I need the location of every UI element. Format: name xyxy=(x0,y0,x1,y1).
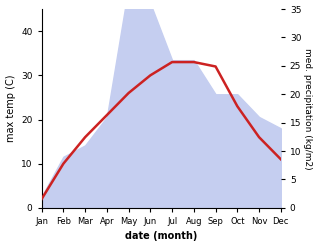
Y-axis label: med. precipitation (kg/m2): med. precipitation (kg/m2) xyxy=(303,48,313,169)
X-axis label: date (month): date (month) xyxy=(125,231,197,242)
Y-axis label: max temp (C): max temp (C) xyxy=(5,75,16,142)
